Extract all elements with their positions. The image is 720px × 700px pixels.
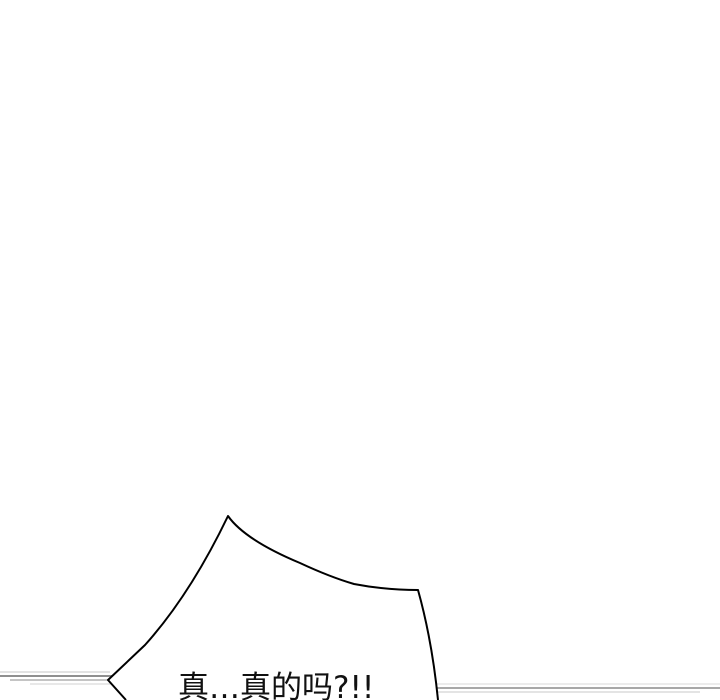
speech-bubble-outline bbox=[107, 515, 439, 700]
speed-lines-right bbox=[436, 683, 720, 693]
speech-bubble-text: 真…真的吗?!! bbox=[178, 670, 375, 700]
speed-lines-left bbox=[0, 671, 112, 685]
